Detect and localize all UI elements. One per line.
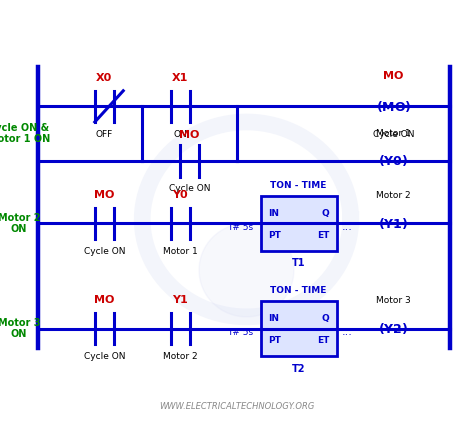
Text: ON: ON (173, 130, 187, 139)
Text: Motor 1: Motor 1 (376, 129, 411, 138)
Text: T1: T1 (292, 259, 305, 268)
Text: Motor 2: Motor 2 (376, 191, 411, 200)
Text: Cycle ON: Cycle ON (169, 184, 210, 193)
Bar (261, 196, 337, 250)
Text: Motor 2: Motor 2 (163, 352, 198, 361)
Text: ...: ... (341, 328, 352, 337)
Text: Motor 2
ON: Motor 2 ON (0, 213, 40, 234)
Text: MO: MO (94, 295, 114, 305)
Text: Q: Q (322, 209, 329, 218)
Text: IN: IN (268, 314, 279, 323)
Text: Motor 3: Motor 3 (376, 296, 411, 305)
Text: T2: T2 (292, 364, 305, 374)
Text: ET: ET (317, 230, 329, 239)
Text: $\mathregular{(}$Y2$\mathregular{)}$: $\mathregular{(}$Y2$\mathregular{)}$ (378, 321, 409, 336)
Text: IN: IN (268, 209, 279, 218)
Text: T# 5s: T# 5s (228, 223, 254, 232)
Text: $\mathregular{(}$Y0$\mathregular{)}$: $\mathregular{(}$Y0$\mathregular{)}$ (378, 153, 409, 168)
Text: ...: ... (341, 222, 352, 232)
Text: PT: PT (268, 230, 281, 239)
Text: Cycle ON: Cycle ON (373, 130, 414, 139)
Polygon shape (199, 223, 294, 317)
Text: WWW.ELECTRICALTECHNOLOGY.ORG: WWW.ELECTRICALTECHNOLOGY.ORG (159, 402, 315, 411)
Text: Y0: Y0 (173, 190, 188, 200)
Text: Motor 1: Motor 1 (163, 247, 198, 256)
Text: Sequential Motor Control - PLC Ladder Diagram: Sequential Motor Control - PLC Ladder Di… (40, 11, 434, 26)
Text: MO: MO (94, 190, 114, 200)
Text: OFF: OFF (96, 130, 113, 139)
Text: Cycle ON: Cycle ON (83, 352, 125, 361)
Text: TON - TIME: TON - TIME (271, 181, 327, 190)
Bar (261, 301, 337, 356)
Text: TON - TIME: TON - TIME (271, 286, 327, 295)
Text: $\mathregular{(}$Y1$\mathregular{)}$: $\mathregular{(}$Y1$\mathregular{)}$ (378, 216, 409, 231)
Text: Cycle ON: Cycle ON (83, 247, 125, 256)
Text: X0: X0 (96, 73, 112, 83)
Text: Y1: Y1 (172, 295, 188, 305)
Text: Q: Q (322, 314, 329, 323)
Text: X1: X1 (172, 73, 188, 83)
Text: PT: PT (268, 336, 281, 345)
Text: MO: MO (180, 130, 200, 139)
Text: T# 5s: T# 5s (228, 328, 254, 337)
Text: ET: ET (317, 336, 329, 345)
Text: MO: MO (383, 71, 403, 81)
Text: Motor 3
ON: Motor 3 ON (0, 318, 40, 340)
Text: $\mathregular{(}$MO$\mathregular{)}$: $\mathregular{(}$MO$\mathregular{)}$ (376, 99, 411, 114)
Text: Cycle ON &
Motor 1 ON: Cycle ON & Motor 1 ON (0, 123, 50, 144)
